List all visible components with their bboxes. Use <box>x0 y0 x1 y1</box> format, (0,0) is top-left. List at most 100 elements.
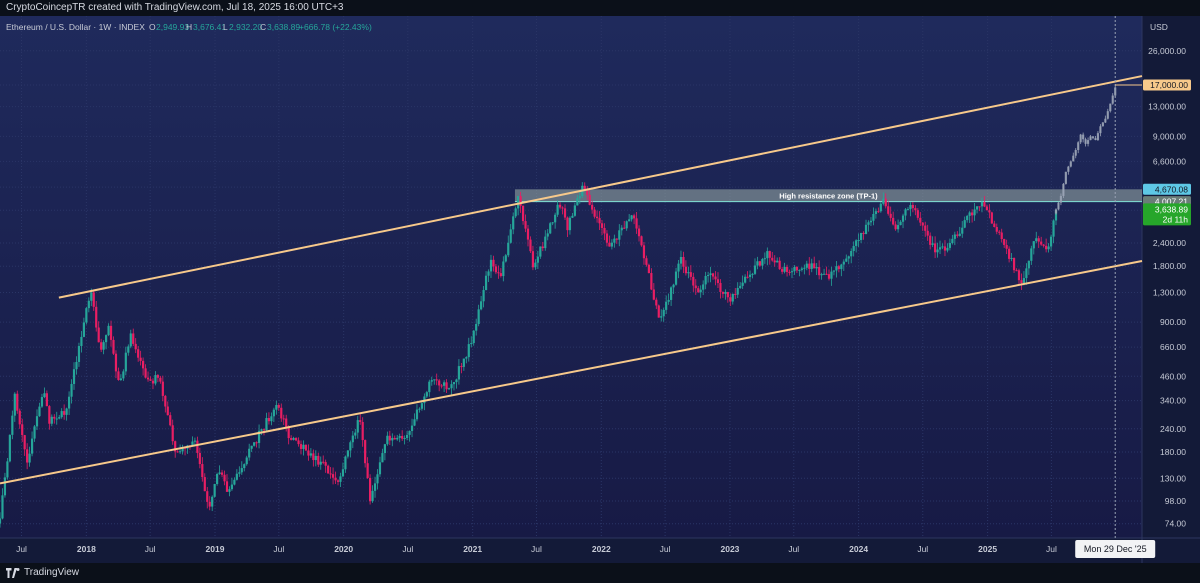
candle-body <box>104 335 108 343</box>
candle-body <box>598 218 601 224</box>
candle-body <box>327 465 330 474</box>
candle-body <box>225 481 229 492</box>
footer-bar: TradingView <box>0 563 1200 583</box>
candle-body <box>13 393 16 416</box>
candle-body <box>512 216 515 230</box>
candle-body <box>230 484 234 490</box>
candle-body <box>450 384 453 389</box>
candle-body <box>963 220 966 228</box>
candle-body <box>864 224 868 235</box>
candle-body <box>558 204 562 208</box>
candle-body <box>827 274 831 279</box>
candle-body <box>869 220 873 223</box>
candle-body <box>623 227 626 229</box>
candle-body <box>744 276 747 283</box>
candle-body <box>640 236 643 246</box>
candle-body <box>862 232 865 235</box>
candle-body <box>573 205 576 216</box>
candle-body <box>193 440 197 442</box>
candle-body <box>102 342 105 350</box>
candle-body <box>341 469 345 477</box>
candle-body <box>63 411 66 415</box>
candle-body <box>867 222 870 225</box>
candle-body <box>388 435 391 441</box>
candle-body <box>331 474 335 478</box>
bar-countdown-label: 2d 11h <box>1163 214 1189 224</box>
candle-body <box>901 215 905 222</box>
candle-body <box>914 208 917 211</box>
candle-body <box>438 380 441 386</box>
candle-body <box>625 221 628 229</box>
time-axis[interactable]: Jul 2018 Jul 2019 Jul 2020 Jul 2021 Jul 2022 Jul 20… <box>16 544 1057 554</box>
candle-body <box>665 301 668 310</box>
candle-body <box>366 463 369 478</box>
candle-body <box>198 452 201 465</box>
candle-body <box>164 395 167 407</box>
candle-body <box>872 213 875 221</box>
candle-body <box>329 473 332 475</box>
candle-body <box>1030 248 1033 261</box>
projection-candle-body <box>1057 202 1060 210</box>
candle-body <box>554 214 557 223</box>
candle-body <box>174 441 177 452</box>
candle-body <box>413 419 416 426</box>
price-tick-label: 98.00 <box>1165 496 1187 506</box>
candle-body <box>768 251 771 258</box>
candle-body <box>149 379 152 381</box>
candle-body <box>818 267 821 276</box>
projection-candle-body <box>1099 126 1102 134</box>
candle-body <box>549 223 552 234</box>
price-chart[interactable]: High resistance zone (TP-1) Mon 29 Dec '… <box>0 16 1200 563</box>
candle-body <box>689 272 692 277</box>
candle-body <box>428 381 431 393</box>
candle-body <box>312 453 315 461</box>
time-tick-label: Jul <box>788 544 799 554</box>
price-tick-label: 13,000.00 <box>1148 102 1186 112</box>
candle-body <box>6 461 9 478</box>
candle-body <box>502 261 505 277</box>
candle-body <box>842 261 845 265</box>
candle-body <box>317 455 320 465</box>
candle-body <box>142 360 145 369</box>
candle-body <box>896 225 900 230</box>
candle-body <box>526 228 530 240</box>
candle-body <box>97 327 100 343</box>
crosshair-price-badge-label: 17,000.00 <box>1150 80 1188 90</box>
candle-body <box>724 291 727 294</box>
projection-candle-body <box>1104 118 1107 123</box>
candle-body <box>297 440 300 445</box>
resistance-zone-label: High resistance zone (TP-1) <box>779 191 878 200</box>
candle-body <box>1040 241 1043 245</box>
candle-body <box>420 403 424 409</box>
candle-body <box>988 210 991 213</box>
projection-candle-body <box>1111 95 1114 104</box>
candle-body <box>958 233 961 236</box>
candle-body <box>92 292 95 307</box>
candle-body <box>267 418 271 422</box>
candle-body <box>398 436 401 438</box>
candle-body <box>1003 239 1006 245</box>
candle-body <box>941 246 944 248</box>
candle-body <box>90 292 93 301</box>
candle-body <box>568 217 572 231</box>
candle-body <box>541 246 544 249</box>
candle-body <box>1000 232 1003 240</box>
candle-body <box>470 343 473 345</box>
projection-candles <box>1054 84 1117 215</box>
ohlc-high-label: H <box>186 22 192 32</box>
projection-candle-body <box>1069 161 1072 167</box>
candle-body <box>855 240 858 246</box>
candle-body <box>882 198 885 204</box>
time-tick-label: 2024 <box>849 544 868 554</box>
crosshair-date-label: Mon 29 Dec '25 <box>1084 544 1147 554</box>
candle-body <box>699 289 702 293</box>
candle-body <box>924 225 927 231</box>
candle-body <box>968 212 971 216</box>
candle-body <box>509 229 512 243</box>
candle-body <box>238 472 241 474</box>
tradingview-logo-icon <box>6 568 20 578</box>
candle-body <box>657 305 660 318</box>
candle-body <box>739 285 742 288</box>
candle-body <box>275 405 278 410</box>
